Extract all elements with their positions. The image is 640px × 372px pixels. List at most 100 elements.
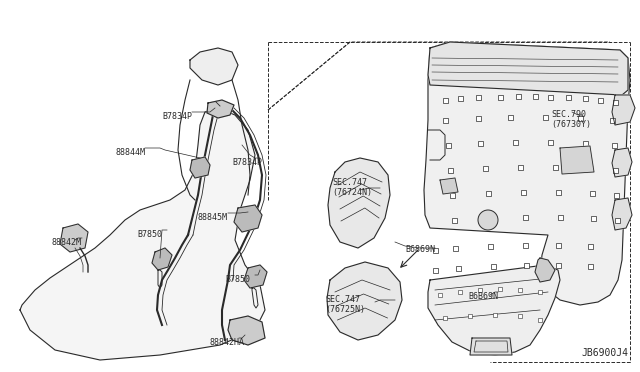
Polygon shape	[560, 146, 594, 174]
Text: 88842HA: 88842HA	[209, 338, 244, 347]
Bar	[449, 192, 454, 198]
Bar	[498, 287, 502, 291]
Circle shape	[478, 210, 498, 230]
Polygon shape	[152, 248, 172, 270]
Bar	[538, 318, 542, 322]
Bar	[468, 314, 472, 318]
Bar	[566, 94, 570, 99]
Text: B7850: B7850	[137, 230, 162, 239]
Polygon shape	[234, 205, 262, 232]
Polygon shape	[612, 148, 632, 177]
Bar	[532, 93, 538, 99]
Bar	[451, 218, 456, 222]
Bar	[476, 94, 481, 99]
Polygon shape	[535, 258, 555, 282]
Text: (76730Y): (76730Y)	[551, 120, 591, 129]
Bar	[447, 167, 452, 173]
Bar	[556, 243, 561, 247]
Bar	[445, 142, 451, 148]
Bar	[488, 244, 493, 248]
Bar	[477, 141, 483, 145]
Bar	[543, 115, 547, 119]
Bar	[614, 218, 620, 222]
Polygon shape	[190, 157, 210, 178]
Polygon shape	[612, 95, 635, 125]
Bar	[556, 189, 561, 195]
Text: (76724N): (76724N)	[332, 188, 372, 197]
Bar	[547, 94, 552, 99]
Bar	[438, 293, 442, 297]
Bar	[458, 290, 462, 294]
Bar	[538, 290, 542, 294]
Bar	[522, 243, 527, 247]
Bar	[442, 118, 447, 122]
Bar	[493, 313, 497, 317]
Bar	[598, 97, 602, 103]
Bar	[609, 118, 614, 122]
Bar	[458, 96, 463, 100]
Bar	[442, 97, 447, 103]
Bar	[547, 140, 552, 144]
Bar	[515, 93, 520, 99]
Text: JB6900J4: JB6900J4	[581, 348, 628, 358]
Bar	[443, 316, 447, 320]
Polygon shape	[207, 100, 234, 118]
Bar	[588, 263, 593, 269]
Bar	[520, 189, 525, 195]
Text: 88842M: 88842M	[52, 238, 82, 247]
Bar	[433, 247, 438, 253]
Bar	[433, 267, 438, 273]
Polygon shape	[440, 178, 458, 194]
Polygon shape	[244, 265, 267, 288]
Bar	[582, 141, 588, 145]
Polygon shape	[328, 158, 390, 248]
Bar	[518, 314, 522, 318]
Bar	[612, 167, 618, 173]
Bar	[452, 246, 458, 250]
Text: B6869N: B6869N	[405, 245, 435, 254]
Polygon shape	[424, 42, 630, 305]
Bar	[490, 263, 495, 269]
Bar	[488, 215, 493, 221]
Polygon shape	[327, 262, 402, 340]
Bar	[524, 263, 529, 267]
Text: B7834P: B7834P	[232, 158, 262, 167]
Bar	[518, 164, 522, 170]
Polygon shape	[228, 316, 265, 345]
Bar	[486, 190, 490, 196]
Text: 88845M: 88845M	[198, 213, 228, 222]
Text: B7850: B7850	[225, 275, 250, 284]
Bar	[483, 166, 488, 170]
Polygon shape	[20, 108, 265, 360]
Bar	[456, 266, 461, 270]
Bar	[588, 244, 593, 248]
Bar	[591, 215, 595, 221]
Polygon shape	[470, 338, 512, 355]
Text: B6B69N: B6B69N	[468, 292, 498, 301]
Bar	[577, 115, 582, 121]
Polygon shape	[190, 48, 238, 85]
Bar	[476, 115, 481, 121]
Bar	[497, 94, 502, 99]
Text: SEC.790: SEC.790	[551, 110, 586, 119]
Bar	[611, 142, 616, 148]
Bar	[589, 190, 595, 196]
Text: (76725N): (76725N)	[325, 305, 365, 314]
Text: SEC.747: SEC.747	[332, 178, 367, 187]
Bar	[522, 215, 527, 219]
Polygon shape	[612, 198, 632, 230]
Bar	[518, 288, 522, 292]
Polygon shape	[428, 265, 560, 355]
Text: B7834P: B7834P	[162, 112, 192, 121]
Bar	[614, 192, 618, 198]
Bar	[513, 140, 518, 144]
Bar	[552, 164, 557, 170]
Bar	[478, 288, 482, 292]
Bar	[582, 96, 588, 100]
Polygon shape	[428, 42, 628, 95]
Bar	[556, 263, 561, 267]
Polygon shape	[60, 224, 88, 252]
Text: SEC.747: SEC.747	[325, 295, 360, 304]
Text: 88844M: 88844M	[115, 148, 145, 157]
Bar	[588, 166, 593, 170]
